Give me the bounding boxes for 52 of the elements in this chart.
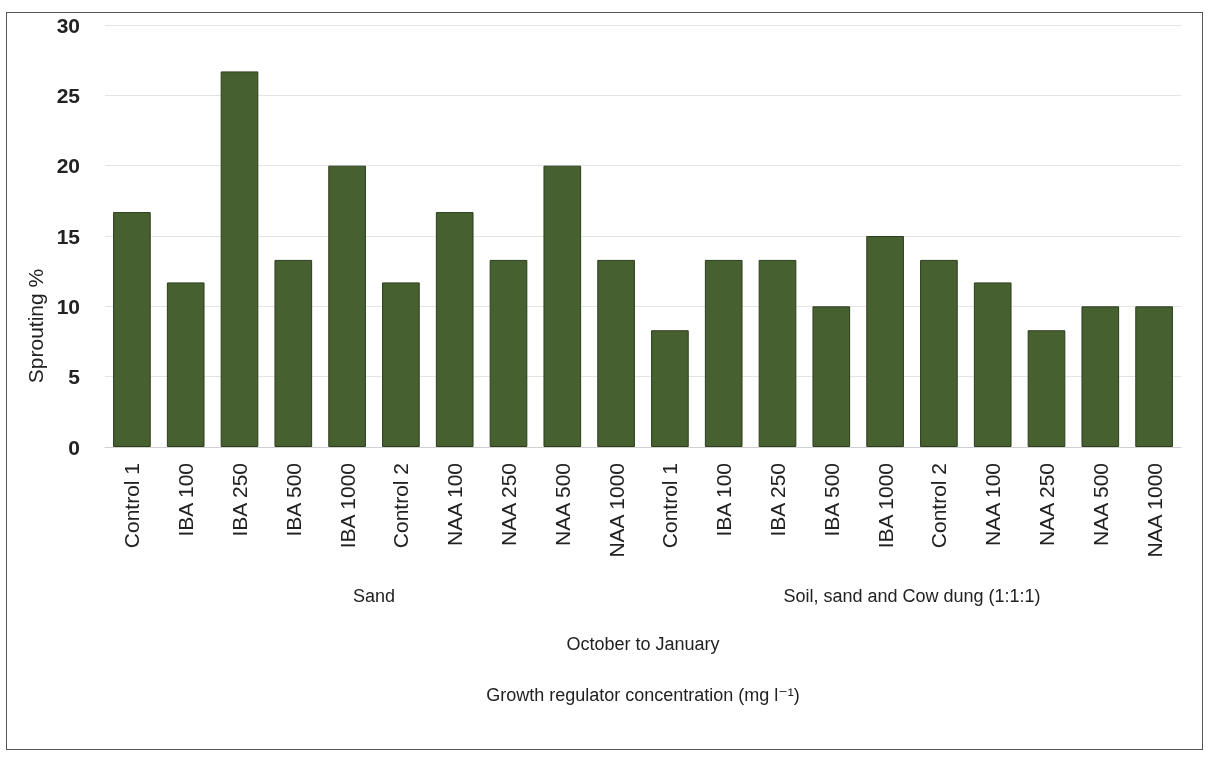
x-tick-label: NAA 1000 [1142,463,1166,558]
x-tick-label: IBA 100 [174,463,198,537]
x-tick-label: Control 1 [658,463,682,549]
x-tick-label: NAA 500 [1088,463,1112,546]
bar [973,282,1012,447]
y-tick-label: 5 [68,365,81,389]
bar [866,236,904,447]
bar [812,306,851,447]
x-tick-label: IBA 1000 [335,463,359,549]
text: Soil, sand and Cow dung (1:1:1) [783,586,1041,606]
x-tick-label: IBA 500 [281,463,305,537]
x-tick-label: Control 2 [927,463,951,549]
bar [274,259,313,447]
y-axis-title: Sprouting % [23,268,47,384]
text: October to January [566,634,720,654]
x-tick-label: Control 1 [120,463,144,549]
bar [328,165,366,447]
bar [382,282,420,447]
bar [758,259,797,447]
x-tick-label: IBA 500 [819,463,843,537]
bar [543,165,582,447]
x-tick-label: IBA 250 [228,463,251,537]
bar [220,71,259,447]
y-tick-label: 25 [56,83,81,107]
bar [166,282,205,447]
bar [435,212,474,447]
y-tick-label: 20 [56,154,80,178]
bar [113,212,151,447]
x-tick-label: NAA 250 [497,463,520,546]
x-tick-label: IBA 100 [712,463,736,537]
x-tick-label: NAA 250 [1035,463,1058,546]
y-tick-label: 15 [56,224,81,248]
x-tick-label: NAA 100 [443,463,467,546]
y-tick-label: 30 [56,13,80,37]
y-tick-label: 10 [56,294,80,318]
x-tick-label: NAA 500 [550,463,574,546]
bar [651,330,689,447]
bar [1081,306,1120,447]
x-tick-label: IBA 250 [766,463,789,537]
bar [920,259,958,447]
y-tick-label: 0 [68,435,80,459]
text: Growth regulator concentration (mg l⁻¹) [486,685,800,705]
bar [704,259,743,447]
bar [597,259,635,447]
x-tick-label: IBA 1000 [873,463,897,549]
x-tick-label: NAA 100 [981,463,1005,546]
text: Sand [352,586,396,606]
x-tick-label: Control 2 [389,463,413,549]
bar [489,259,528,447]
x-tick-label: NAA 1000 [604,463,628,558]
bar [1027,330,1066,447]
bar [1135,306,1173,447]
